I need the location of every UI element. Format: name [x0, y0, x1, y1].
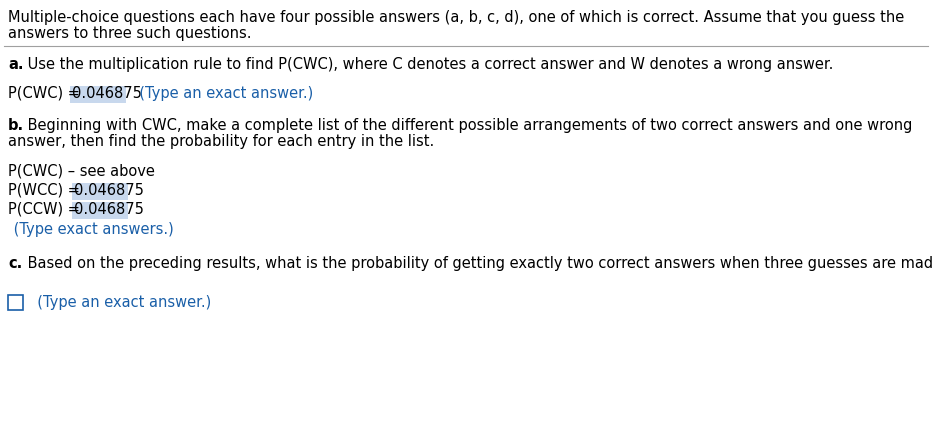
Text: 0.046875: 0.046875	[74, 202, 144, 217]
Text: P(CCW) =: P(CCW) =	[8, 202, 85, 217]
Text: c.: c.	[8, 256, 22, 271]
Text: Use the multiplication rule to find P(CWC), where C denotes a correct answer and: Use the multiplication rule to find P(CW…	[23, 57, 833, 72]
Text: answers to three such questions.: answers to three such questions.	[8, 26, 252, 41]
Text: a.: a.	[8, 57, 23, 72]
Text: Multiple-choice questions each have four possible answers (a, b, c, d), one of w: Multiple-choice questions each have four…	[8, 10, 904, 25]
Text: 0.046875: 0.046875	[72, 86, 142, 101]
Text: P(WCC) =: P(WCC) =	[8, 183, 85, 198]
Text: (Type an exact answer.): (Type an exact answer.)	[28, 295, 212, 310]
Text: (Type exact answers.): (Type exact answers.)	[9, 222, 173, 237]
Text: P(CWC) – see above: P(CWC) – see above	[8, 164, 155, 179]
Text: (Type an exact answer.): (Type an exact answer.)	[130, 86, 313, 101]
Text: 0.046875: 0.046875	[74, 183, 144, 198]
Text: Based on the preceding results, what is the probability of getting exactly two c: Based on the preceding results, what is …	[23, 256, 932, 271]
Text: answer, then find the probability for each entry in the list.: answer, then find the probability for ea…	[8, 134, 434, 149]
Text: b.: b.	[8, 118, 24, 133]
Text: P(CWC) =: P(CWC) =	[8, 86, 85, 101]
Text: Beginning with CWC, make a complete list of the different possible arrangements : Beginning with CWC, make a complete list…	[23, 118, 912, 133]
